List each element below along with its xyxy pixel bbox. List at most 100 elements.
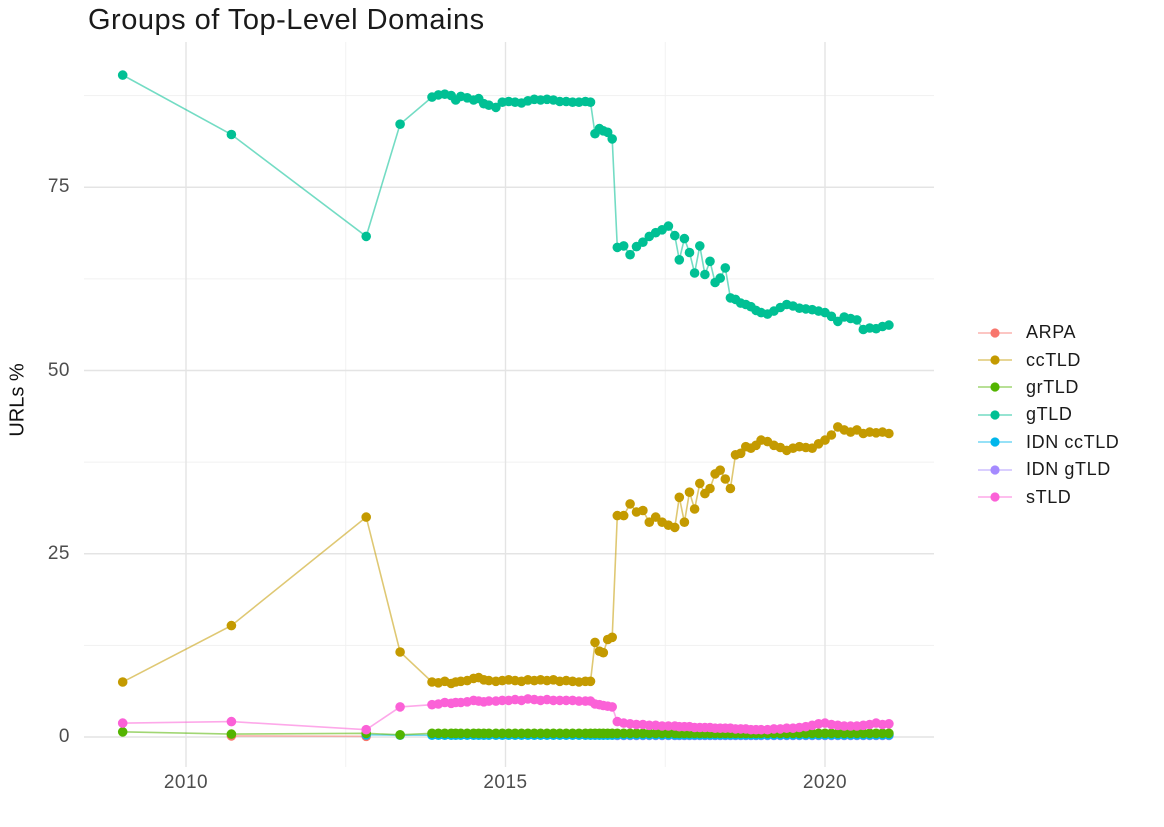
data-point	[644, 517, 655, 527]
y-tick-label: 25	[47, 542, 70, 564]
data-point	[670, 522, 680, 533]
legend-item-label: gTLD	[1026, 404, 1073, 425]
data-point	[852, 315, 862, 325]
data-point	[826, 311, 837, 322]
chart-title: Groups of Top-Level Domains	[88, 4, 485, 36]
data-point	[735, 448, 746, 459]
legend-item-cctld: ccTLD	[978, 346, 1119, 373]
x-tick-label: 2015	[483, 772, 528, 793]
data-point	[117, 718, 128, 728]
legend-item-label: IDN ccTLD	[1026, 431, 1120, 452]
legend-key-dot	[990, 328, 1000, 338]
data-point	[679, 517, 690, 527]
data-point	[695, 241, 705, 251]
data-point	[226, 620, 237, 631]
data-point	[684, 247, 695, 258]
data-point	[684, 487, 695, 498]
data-point	[361, 231, 372, 242]
x-tick-label: 2010	[163, 772, 209, 793]
legend-item-label: grTLD	[1026, 376, 1080, 397]
data-point	[484, 696, 494, 706]
data-point	[618, 510, 629, 521]
data-point	[607, 702, 617, 712]
legend-key-dot	[990, 382, 1000, 393]
data-point	[689, 504, 700, 514]
data-point	[395, 647, 405, 657]
legend-item-idn-cctld: IDN ccTLD	[978, 429, 1119, 456]
data-point	[585, 97, 596, 107]
data-point	[395, 702, 405, 712]
legend-key-icon	[978, 465, 1012, 475]
data-point	[700, 269, 710, 280]
data-point	[484, 728, 494, 739]
legend-item-label: sTLD	[1026, 486, 1072, 507]
data-point	[663, 221, 674, 231]
data-point	[670, 230, 680, 241]
data-point	[361, 724, 372, 735]
data-point	[695, 478, 705, 489]
data-point	[715, 273, 725, 283]
data-point	[715, 465, 725, 476]
data-point	[674, 254, 685, 265]
data-point	[826, 430, 837, 440]
data-point	[117, 727, 128, 737]
legend-item-gtld: gTLD	[978, 401, 1119, 428]
x-tick-label: 2020	[802, 772, 848, 793]
data-point	[226, 129, 237, 140]
data-point	[484, 675, 494, 686]
data-point	[725, 483, 736, 494]
legend-key-dot	[990, 410, 1000, 420]
data-point	[884, 719, 894, 729]
legend-item-label: IDN gTLD	[1026, 459, 1111, 480]
legend-key-dot	[990, 437, 1000, 447]
data-point	[117, 677, 128, 687]
legend-key-icon	[978, 355, 1012, 365]
data-point	[226, 729, 237, 739]
data-point	[638, 237, 648, 247]
data-point	[395, 119, 405, 129]
data-point	[679, 233, 690, 244]
legend-key-icon	[978, 410, 1012, 420]
data-point	[705, 483, 715, 494]
data-point	[625, 249, 635, 260]
data-point	[705, 256, 715, 267]
data-point	[625, 499, 635, 509]
legend-item-idn-gtld: IDN gTLD	[978, 456, 1119, 483]
legend-item-arpa: ARPA	[978, 319, 1119, 346]
legend: ARPA ccTLD grTLD gTLD IDN ccTLD IDN gTLD sTLD	[978, 319, 1119, 511]
y-tick-label: 75	[47, 176, 70, 198]
legend-item-stld: sTLD	[978, 483, 1119, 510]
data-point	[117, 70, 128, 80]
data-point	[590, 637, 600, 648]
series-gtld	[117, 70, 894, 335]
data-point	[884, 320, 894, 330]
data-point	[585, 676, 596, 687]
legend-item-grtld: grTLD	[978, 374, 1119, 401]
series-stld	[117, 694, 894, 735]
data-point	[491, 102, 501, 113]
legend-item-label: ccTLD	[1026, 349, 1082, 370]
data-point	[674, 492, 685, 503]
legend-key-dot	[990, 492, 1000, 502]
data-point	[638, 505, 648, 516]
data-point	[720, 263, 731, 273]
y-tick-label: 50	[47, 359, 70, 381]
legend-key-icon	[978, 328, 1012, 338]
legend-key-dot	[990, 355, 1000, 365]
data-point	[598, 647, 609, 658]
legend-key-icon	[978, 382, 1012, 393]
data-point	[607, 632, 617, 643]
series-cctld	[117, 422, 894, 689]
data-point	[395, 730, 405, 740]
data-point	[607, 134, 617, 144]
legend-key-icon	[978, 437, 1012, 447]
legend-key-icon	[978, 492, 1012, 502]
data-point	[884, 428, 894, 439]
data-point	[820, 435, 830, 445]
data-point	[884, 728, 894, 739]
data-point	[226, 716, 237, 727]
data-point	[720, 474, 731, 484]
legend-key-dot	[990, 465, 1000, 475]
